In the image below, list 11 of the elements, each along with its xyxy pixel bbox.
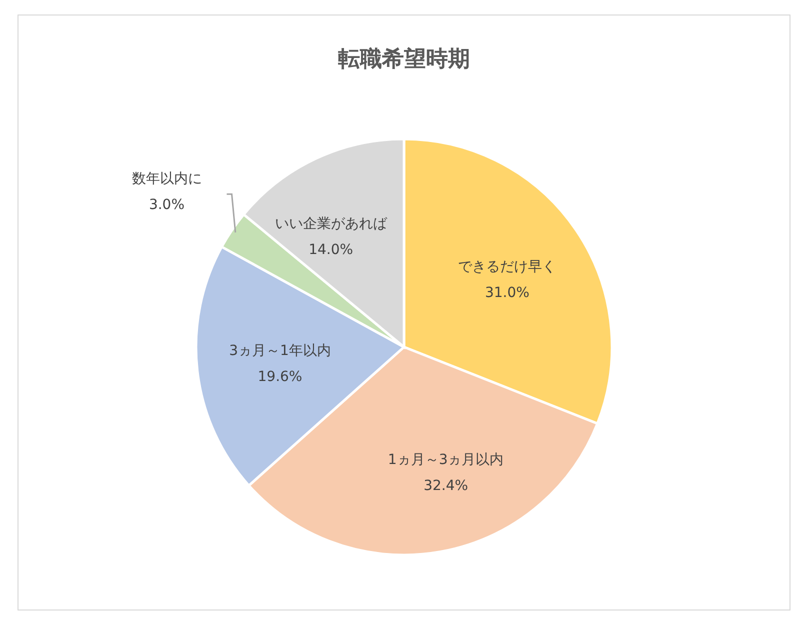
data-label: 31.0% bbox=[484, 284, 530, 301]
slice-label: 3ヵ月～1年以内 bbox=[229, 343, 331, 360]
slice-label: いい企業があれば bbox=[274, 216, 388, 232]
data-label: 3.0% bbox=[148, 197, 185, 214]
data-label: 14.0% bbox=[308, 242, 354, 258]
data-label: 32.4% bbox=[424, 478, 468, 494]
data-label: 19.6% bbox=[258, 369, 302, 386]
slice-label: 1ヵ月～3ヵ月以内 bbox=[388, 452, 504, 468]
slice-label: できるだけ早く bbox=[458, 258, 556, 275]
chart-title: 転職希望時期 bbox=[338, 46, 470, 72]
slice-label: 数年以内に bbox=[132, 171, 202, 188]
